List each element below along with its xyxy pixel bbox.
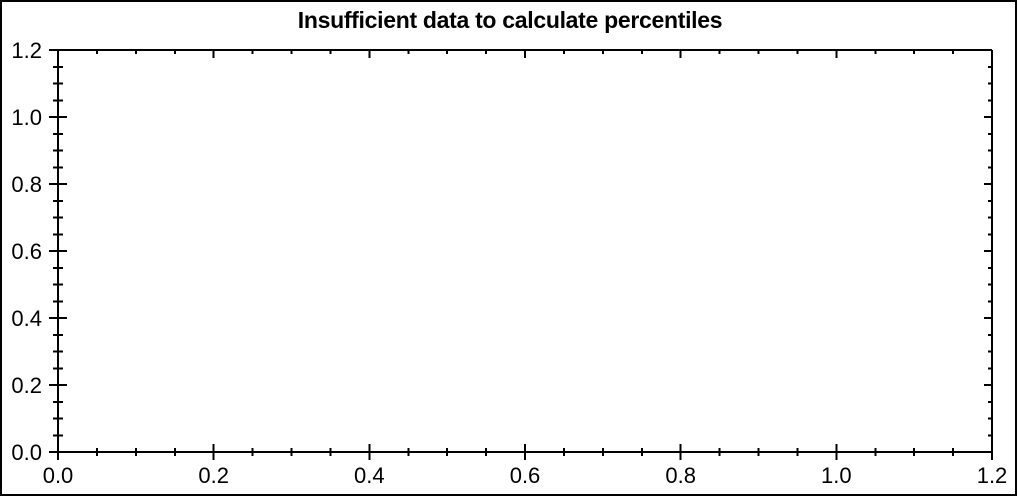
y-tick-label: 0.2 (11, 373, 42, 398)
chart-title: Insufficient data to calculate percentil… (297, 7, 723, 33)
y-tick-label: 1.0 (11, 105, 42, 130)
y-tick-label: 0.6 (11, 239, 42, 264)
x-tick-label: 0.8 (665, 463, 696, 488)
x-tick-label: 0.0 (43, 463, 74, 488)
x-tick-label: 0.2 (198, 463, 229, 488)
y-tick-label: 0.8 (11, 172, 42, 197)
x-tick-label: 0.4 (354, 463, 385, 488)
y-tick-label: 0.4 (11, 306, 42, 331)
y-tick-label: 1.2 (11, 38, 42, 63)
x-tick-label: 0.6 (510, 463, 541, 488)
y-tick-label: 0.0 (11, 440, 42, 465)
x-tick-label: 1.2 (977, 463, 1008, 488)
x-tick-label: 1.0 (821, 463, 852, 488)
